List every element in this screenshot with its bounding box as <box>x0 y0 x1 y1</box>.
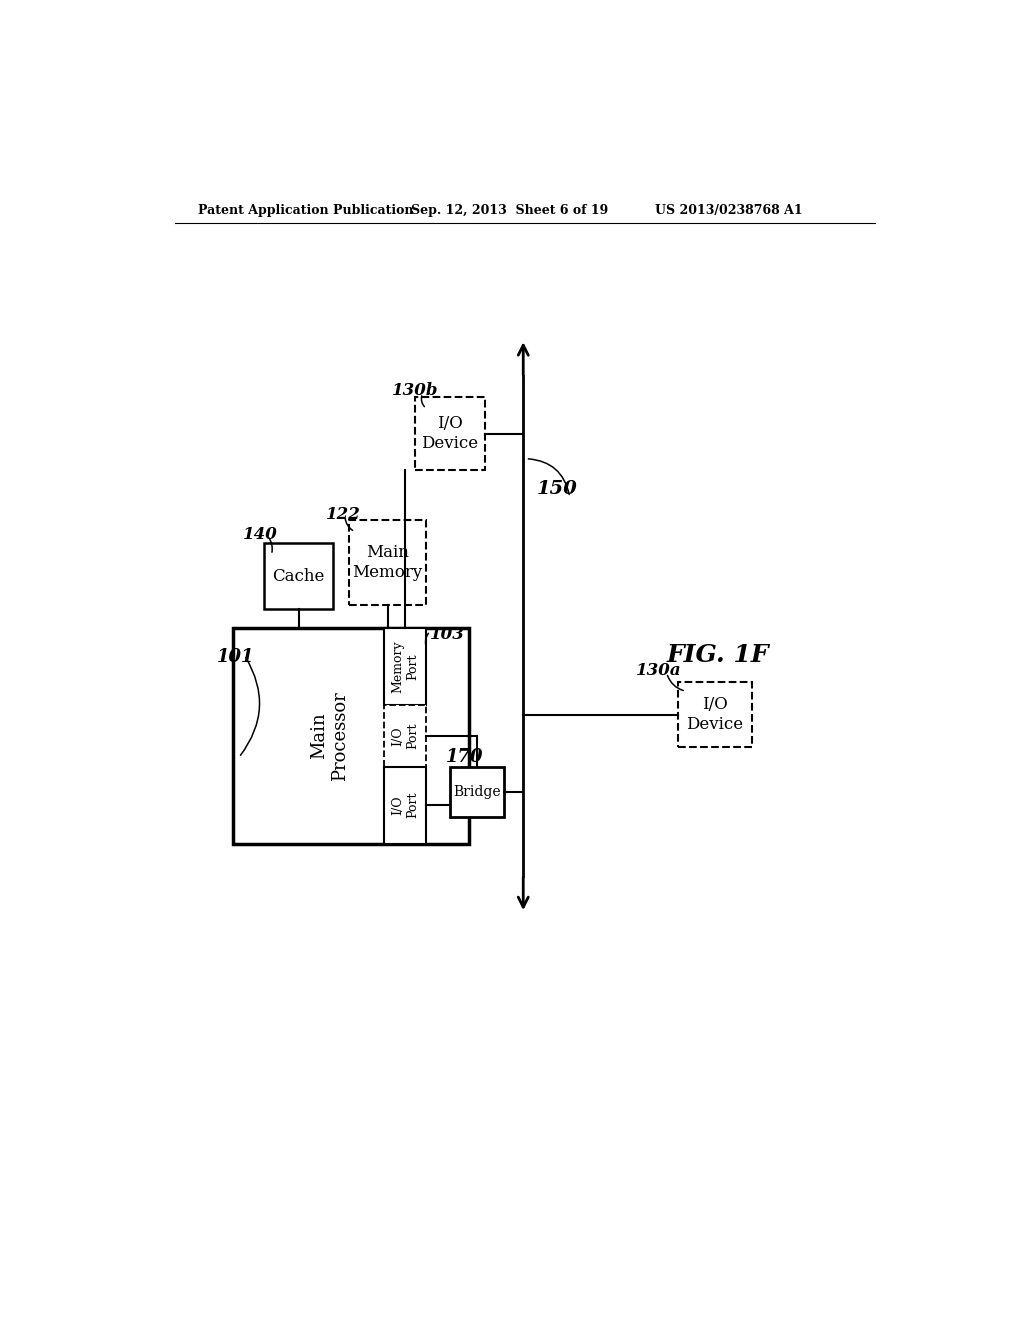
Text: 130a: 130a <box>636 661 681 678</box>
Bar <box>263 544 334 609</box>
Bar <box>678 682 752 747</box>
Text: 150: 150 <box>538 480 579 499</box>
Text: Cache: Cache <box>272 568 325 585</box>
Text: 140: 140 <box>243 525 278 543</box>
Text: Sep. 12, 2013  Sheet 6 of 19: Sep. 12, 2013 Sheet 6 of 19 <box>411 205 608 218</box>
Bar <box>384 628 426 705</box>
Text: 130b: 130b <box>391 383 438 400</box>
Text: I/O
Device: I/O Device <box>686 697 743 733</box>
Bar <box>232 628 469 843</box>
Text: 122: 122 <box>326 506 360 523</box>
Bar <box>450 767 504 817</box>
Text: Main
Processor: Main Processor <box>310 692 349 780</box>
Text: Main
Memory: Main Memory <box>352 544 423 581</box>
Text: I/O
Device: I/O Device <box>421 416 478 451</box>
Bar <box>384 767 426 843</box>
Text: Patent Application Publication: Patent Application Publication <box>198 205 414 218</box>
Bar <box>349 520 426 605</box>
Text: I/O
Port: I/O Port <box>391 722 419 750</box>
Bar <box>384 705 426 767</box>
Text: Bridge: Bridge <box>453 784 501 799</box>
Text: I/O
Port: I/O Port <box>391 792 419 818</box>
Text: 103: 103 <box>430 626 465 643</box>
Text: FIG. 1F: FIG. 1F <box>667 643 769 667</box>
Text: 170: 170 <box>445 748 483 767</box>
Text: US 2013/0238768 A1: US 2013/0238768 A1 <box>655 205 803 218</box>
Bar <box>415 397 484 470</box>
Text: 101: 101 <box>217 648 255 667</box>
Text: Memory
Port: Memory Port <box>391 640 419 693</box>
